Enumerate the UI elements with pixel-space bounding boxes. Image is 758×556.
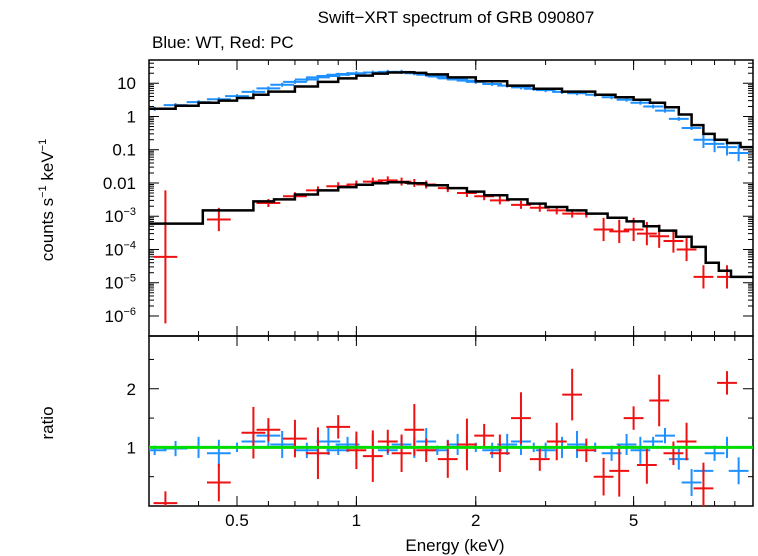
pc-ratio-point [283, 419, 307, 458]
pc-ratio-point [609, 445, 630, 497]
pc-ratio-point [489, 434, 510, 472]
pc-ratio-point [391, 434, 412, 472]
ratio-panel-frame [148, 335, 754, 507]
pc-ratio-point [511, 392, 531, 444]
pc-ratio-point [663, 441, 684, 465]
wt-ratio-point [270, 430, 295, 458]
spectrum-ylabel: counts s−1 keV−1 [37, 139, 57, 261]
y-tick-label: 0.1 [112, 141, 136, 160]
pc-ratio-point [693, 462, 714, 506]
wt-ratio-point [681, 469, 702, 497]
wt-data-point [728, 144, 749, 162]
wt-ratio-point [728, 457, 749, 485]
wt-data-point [270, 82, 295, 87]
wt-data-point [681, 126, 702, 131]
pc-data-point [206, 207, 231, 232]
y-tick-label: 10 [117, 74, 136, 93]
pc-ratio-point [153, 491, 178, 506]
x-tick-label: 1 [352, 511, 361, 530]
wt-data-point [630, 100, 651, 105]
pc-ratio-point [241, 406, 266, 459]
pc-ratio-point [636, 446, 657, 484]
pc-ratio-point [649, 374, 670, 427]
pc-data-point [676, 237, 697, 262]
wt-data-point [256, 86, 281, 91]
spectrum-panel-frame [148, 59, 754, 337]
y-tick-label: 1 [127, 107, 136, 126]
wt-model-line [149, 70, 753, 149]
wt-data-point [241, 89, 266, 94]
spectrum-plot-area [149, 69, 753, 324]
pc-ratio-point [546, 422, 567, 461]
wt-ratio-point [668, 448, 689, 470]
pc-ratio-point [717, 371, 737, 395]
pc-ratio-point [206, 463, 231, 502]
pc-data-point [153, 190, 178, 324]
x-axis-label: Energy (keV) [405, 536, 504, 555]
pc-ratio-point [346, 431, 367, 470]
ylabel-exp1: −1 [37, 185, 49, 198]
pc-model-line [149, 181, 753, 279]
pc-ratio-point [377, 429, 398, 454]
pc-ratio-point [529, 447, 550, 471]
wt-ratio-point [655, 428, 675, 444]
x-tick-label: 2 [471, 511, 480, 530]
wt-ratio-point [206, 439, 231, 467]
pc-data-point [593, 217, 614, 242]
pc-ratio-point [416, 438, 437, 463]
wt-ratio-point [567, 430, 587, 458]
y-tick-label: 10−5 [105, 273, 136, 293]
pc-data-point [693, 265, 714, 289]
pc-data-point [663, 229, 684, 253]
pc-ratio-point [562, 368, 583, 421]
pc-data-point [609, 219, 630, 244]
plot-layer: 0.5 1 2 5 10 1 0.1 0.01 10−3 10−4 10−5 10−6 1 2 [103, 59, 754, 530]
wt-ratio-point [294, 442, 319, 458]
pc-ratio-point [623, 406, 644, 430]
pc-ratio-point [457, 418, 477, 471]
ratio-plot-area [149, 368, 753, 506]
wt-ratio-point [616, 433, 637, 455]
y-tick-label: 10−3 [105, 206, 136, 226]
ylabel-main: counts s [38, 198, 57, 261]
pc-ratio-point [362, 430, 383, 482]
ratio-y-tick-label: 1 [127, 438, 136, 457]
wt-data-point [482, 81, 503, 86]
wt-data-point [283, 79, 307, 84]
wt-data-point [643, 104, 664, 109]
ylabel-mid: keV [38, 151, 57, 186]
x-tick-label: 0.5 [225, 511, 249, 530]
ratio-y-tick-label: 2 [127, 380, 136, 399]
pc-ratio-point [256, 418, 281, 442]
chart-subtitle: Blue: WT, Red: PC [152, 33, 294, 52]
wt-ratio-point [535, 442, 556, 458]
pc-ratio-point [593, 457, 614, 496]
wt-data-point [655, 108, 675, 113]
pc-ratio-point [576, 438, 597, 463]
pc-ratio-point [306, 427, 330, 480]
pc-ratio-point [474, 423, 495, 448]
y-tick-label: 10−4 [105, 239, 136, 259]
pc-data-point [511, 200, 531, 209]
pc-ratio-point [326, 415, 351, 439]
x-tick-label: 5 [629, 511, 638, 530]
y-tick-label: 0.01 [103, 174, 136, 193]
wt-ratio-point [643, 436, 664, 447]
chart-title: Swift−XRT spectrum of GRB 090807 [318, 8, 595, 27]
ratio-ylabel: ratio [38, 406, 57, 439]
pc-ratio-point [676, 422, 697, 461]
y-tick-label: 10−6 [105, 306, 136, 326]
wt-data-point [668, 116, 689, 121]
ylabel-exp2: −1 [37, 139, 49, 152]
wt-ratio-point [482, 442, 503, 458]
